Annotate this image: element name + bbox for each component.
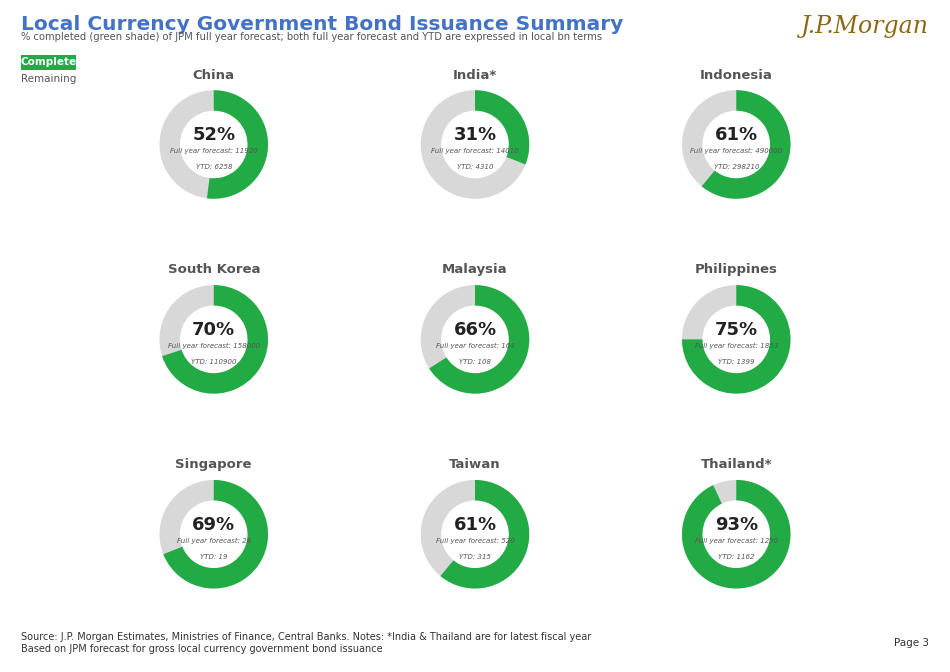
Wedge shape [207,90,268,199]
Wedge shape [475,90,529,165]
Wedge shape [682,285,790,394]
Text: Source: J.P. Morgan Estimates, Ministries of Finance, Central Banks. Notes: *Ind: Source: J.P. Morgan Estimates, Ministrie… [21,632,591,642]
Text: YTD: 1399: YTD: 1399 [718,359,754,365]
Text: Taiwan: Taiwan [449,458,501,471]
Text: Full year forecast: 490000: Full year forecast: 490000 [690,148,783,154]
Text: Thailand*: Thailand* [700,458,772,471]
Text: YTD: 110900: YTD: 110900 [191,359,237,365]
Text: Full year forecast: 164: Full year forecast: 164 [436,343,514,349]
Text: YTD: 298210: YTD: 298210 [713,164,759,170]
Text: 93%: 93% [714,515,758,534]
Text: South Korea: South Korea [167,263,260,276]
Text: Indonesia: Indonesia [700,69,772,81]
Text: 52%: 52% [192,126,236,144]
Text: Complete: Complete [20,58,77,67]
Text: Malaysia: Malaysia [442,263,508,276]
Text: YTD: 108: YTD: 108 [459,359,491,365]
Wedge shape [421,90,529,199]
Text: % completed (green shade) of JPM full year forecast; both full year forecast and: % completed (green shade) of JPM full ye… [21,32,602,42]
Text: Singapore: Singapore [176,458,252,471]
Text: Remaining: Remaining [21,74,76,84]
Text: Based on JPM forecast for gross local currency government bond issuance: Based on JPM forecast for gross local cu… [21,644,383,654]
Wedge shape [163,480,268,589]
Wedge shape [162,285,268,394]
Wedge shape [160,480,268,589]
Wedge shape [421,480,529,589]
Wedge shape [429,285,529,394]
Text: 69%: 69% [192,515,236,534]
Text: Full year forecast: 11920: Full year forecast: 11920 [170,148,257,154]
Wedge shape [441,480,529,589]
Wedge shape [682,90,790,199]
Text: YTD: 6258: YTD: 6258 [196,164,232,170]
Text: 75%: 75% [714,321,758,339]
Text: YTD: 19: YTD: 19 [200,554,227,560]
Wedge shape [682,480,790,589]
Wedge shape [160,285,268,394]
Text: Philippines: Philippines [694,263,778,276]
Wedge shape [702,90,790,199]
Text: Full year forecast: 158000: Full year forecast: 158000 [167,343,260,349]
Text: Full year forecast: 1853: Full year forecast: 1853 [694,343,778,349]
Text: Full year forecast: 1250: Full year forecast: 1250 [694,538,778,544]
Wedge shape [421,285,529,394]
Wedge shape [160,90,268,199]
Wedge shape [682,480,790,589]
Text: 70%: 70% [192,321,236,339]
Text: YTD: 1162: YTD: 1162 [718,554,754,560]
Text: Full year forecast: 14010: Full year forecast: 14010 [431,148,519,154]
Text: Full year forecast: 520: Full year forecast: 520 [436,538,514,544]
Wedge shape [682,285,790,394]
Text: Page 3: Page 3 [894,638,929,648]
Text: YTD: 4310: YTD: 4310 [457,164,493,170]
Text: J.P.Morgan: J.P.Morgan [801,15,929,38]
Text: 61%: 61% [453,515,497,534]
Text: Local Currency Government Bond Issuance Summary: Local Currency Government Bond Issuance … [21,15,623,34]
Text: 31%: 31% [453,126,497,144]
Text: India*: India* [453,69,497,81]
Text: YTD: 315: YTD: 315 [459,554,491,560]
Text: 61%: 61% [714,126,758,144]
Text: Full year forecast: 28: Full year forecast: 28 [177,538,251,544]
Text: China: China [193,69,235,81]
Text: 66%: 66% [453,321,497,339]
